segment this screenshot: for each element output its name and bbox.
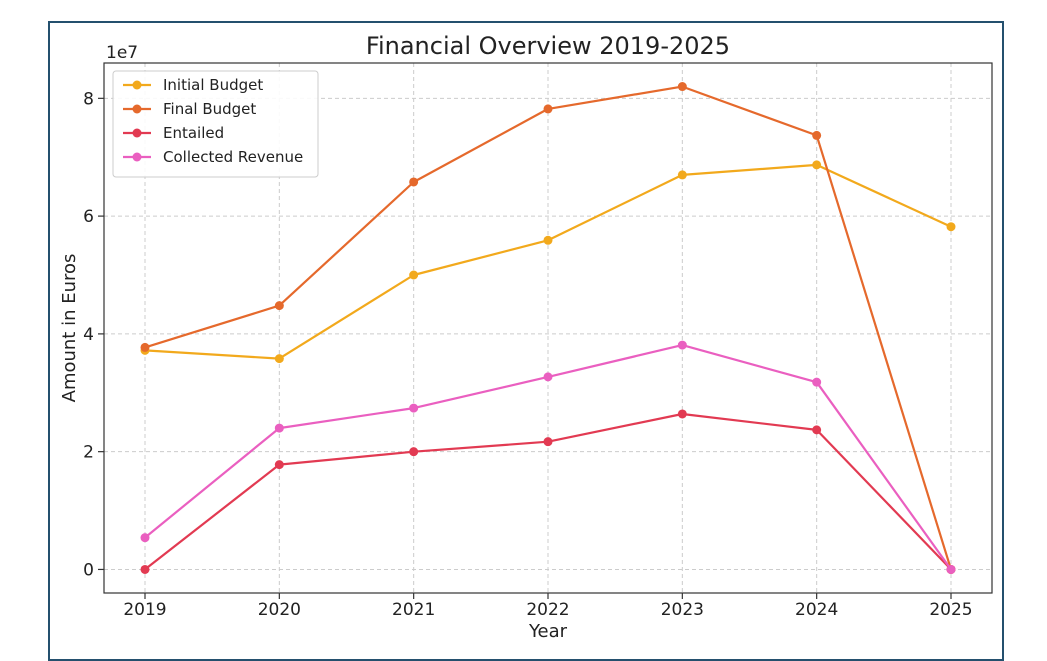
data-point-initial-budget-2022 [543,235,553,245]
data-point-entailed-2020 [274,460,284,470]
x-tick-label-2021: 2021 [392,600,435,620]
data-point-initial-budget-2023 [677,170,687,180]
x-tick-label-2019: 2019 [123,600,166,620]
x-tick-label-2024: 2024 [795,600,838,620]
data-point-final-budget-2021 [409,177,419,187]
data-point-collected-revenue-2022 [543,372,553,382]
x-tick-label-2023: 2023 [661,600,704,620]
data-point-initial-budget-2021 [409,270,419,280]
data-point-collected-revenue-2023 [677,340,687,350]
y-axis-label: Amount in Euros [59,254,80,403]
data-point-entailed-2019 [140,564,150,574]
series-final-budget [140,82,956,574]
data-point-final-budget-2020 [274,301,284,311]
data-point-entailed-2021 [409,447,419,457]
y-scale-label: 1e7 [106,43,138,63]
legend-marker-collected-revenue [132,152,142,162]
data-point-entailed-2023 [677,409,687,419]
grid [104,63,992,593]
series-group [140,82,956,574]
data-point-entailed-2024 [812,425,822,435]
x-tick-label-2025: 2025 [929,600,972,620]
data-point-initial-budget-2025 [946,222,956,232]
y-axis: 0 2 4 6 8 [83,89,104,580]
legend-item-final-budget: Final Budget [123,100,256,118]
legend-label-final-budget: Final Budget [163,100,256,118]
legend-label-collected-revenue: Collected Revenue [163,148,303,166]
y-tick-label-2: 2 [83,443,94,463]
series-collected-revenue [140,340,956,574]
y-tick-label-6: 6 [83,207,94,227]
data-point-final-budget-2022 [543,104,553,114]
legend-label-initial-budget: Initial Budget [163,76,263,94]
data-point-collected-revenue-2021 [409,403,419,413]
x-axis: 2019 2020 2021 2022 2023 2024 2025 [123,593,973,620]
data-point-final-budget-2024 [812,130,822,140]
legend-marker-initial-budget [132,80,142,90]
y-tick-label-4: 4 [83,325,94,345]
data-point-final-budget-2023 [677,82,687,92]
line-chart: Financial Overview 2019-2025 1e7 2019 202… [59,32,993,642]
x-axis-label: Year [528,621,568,642]
legend-box [112,70,319,178]
data-point-collected-revenue-2024 [812,377,822,387]
data-point-final-budget-2019 [140,342,150,352]
x-tick-label-2022: 2022 [526,600,569,620]
data-point-collected-revenue-2025 [946,564,956,574]
y-tick-label-0: 0 [83,560,94,580]
legend-item-initial-budget: Initial Budget [123,76,263,94]
data-point-initial-budget-2020 [274,354,284,364]
x-tick-label-2020: 2020 [258,600,301,620]
y-tick-label-8: 8 [83,89,94,109]
data-point-collected-revenue-2019 [140,533,150,543]
chart-title: Financial Overview 2019-2025 [366,32,730,60]
legend-marker-final-budget [132,104,142,114]
legend: Initial Budget Final Budget Entailed Collec… [112,70,319,178]
legend-item-entailed: Entailed [123,124,224,142]
data-point-initial-budget-2024 [812,160,822,170]
legend-marker-entailed [132,128,142,138]
legend-label-entailed: Entailed [163,124,224,142]
legend-item-collected-revenue: Collected Revenue [123,148,303,166]
data-point-entailed-2022 [543,437,553,447]
data-point-collected-revenue-2020 [274,423,284,433]
